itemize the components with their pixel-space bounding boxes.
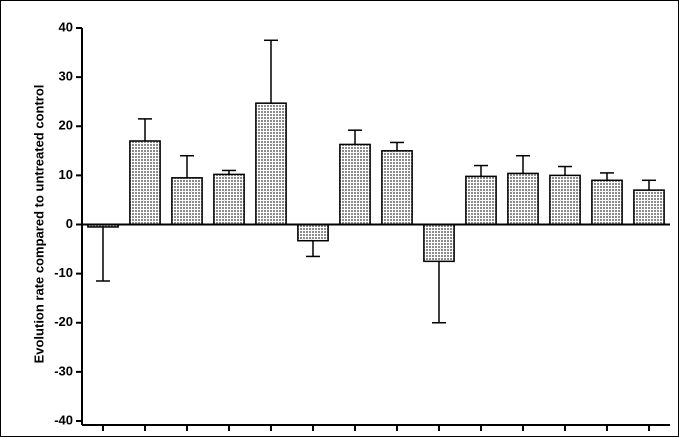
bar — [507, 172, 539, 226]
y-tick-label: 30 — [59, 69, 73, 84]
y-axis-label: Evolution rate compared to untreated con… — [31, 85, 46, 364]
y-tick-label: 20 — [59, 118, 73, 133]
y-tick-label: -20 — [54, 314, 73, 329]
bar — [381, 150, 413, 226]
bar — [339, 143, 371, 226]
bar — [549, 174, 581, 226]
bar — [129, 140, 161, 226]
y-tick-label: -10 — [54, 265, 73, 280]
bar — [591, 179, 623, 226]
bar — [213, 173, 245, 226]
bar — [633, 189, 665, 226]
bar — [255, 102, 287, 226]
y-tick-label: 40 — [59, 19, 73, 34]
y-tick-label: 0 — [66, 216, 73, 231]
y-tick-label: -40 — [54, 412, 73, 427]
y-tick-label: -30 — [54, 363, 73, 378]
bar — [171, 177, 203, 226]
bar — [423, 223, 455, 263]
y-tick-label: 10 — [59, 167, 73, 182]
bar — [297, 223, 329, 242]
bar — [465, 175, 497, 226]
